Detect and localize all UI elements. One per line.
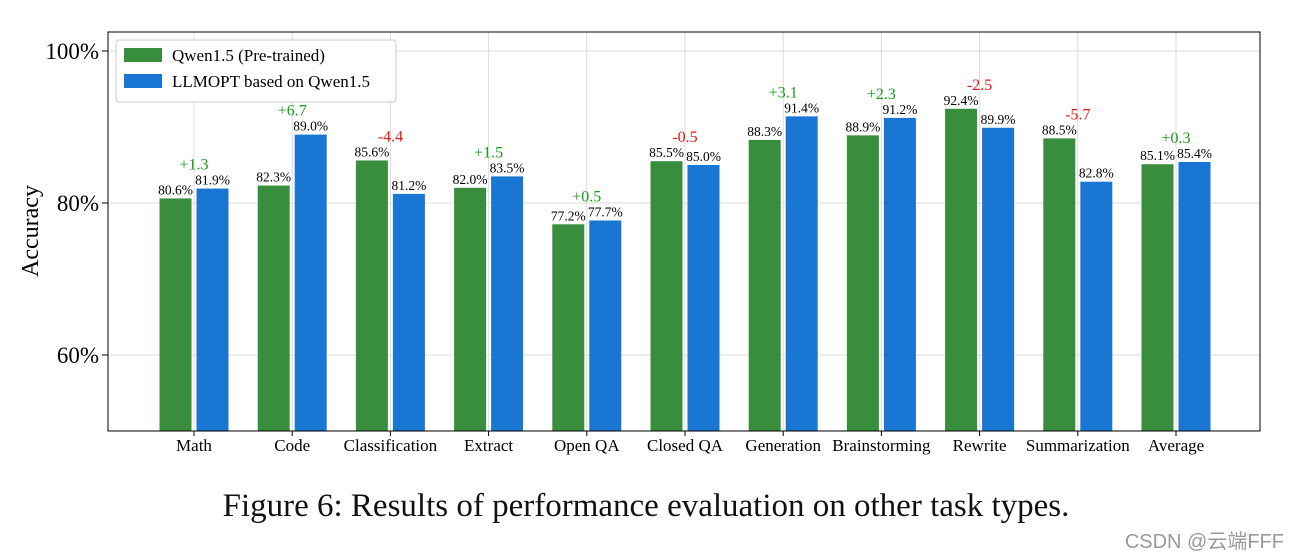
bar-llmopt — [785, 116, 818, 432]
bar-qwen — [650, 161, 683, 431]
bar-value-label: 85.6% — [354, 144, 389, 159]
bar-value-label: 82.3% — [256, 170, 291, 185]
bar-llmopt — [589, 220, 622, 431]
bar-qwen — [159, 198, 192, 431]
x-tick-label: Code — [274, 436, 310, 455]
bar-value-label: 81.9% — [195, 173, 230, 188]
legend-swatch — [124, 48, 162, 62]
bar-value-label: 88.5% — [1042, 122, 1077, 137]
bar-qwen — [1043, 138, 1076, 431]
legend-label: Qwen1.5 (Pre-trained) — [172, 46, 325, 65]
bar-value-label: 85.0% — [686, 149, 721, 164]
x-tick-label: Generation — [745, 436, 821, 455]
bar-value-label: 85.5% — [649, 145, 684, 160]
bar-value-label: 88.3% — [747, 124, 782, 139]
y-tick-label: 100% — [45, 39, 99, 64]
delta-label: +0.3 — [1161, 130, 1190, 147]
bar-value-label: 85.4% — [1177, 146, 1212, 161]
x-axis: Math Code Classification Extract Open QA Clos… — [176, 431, 1204, 455]
bar-value-label: 81.2% — [391, 178, 426, 193]
legend-swatch — [124, 74, 162, 88]
bar-llmopt — [294, 134, 327, 431]
bar-qwen — [748, 139, 781, 432]
bar-chart: 80.6%81.9% 82.3% 89.0% 85.6% 81.2% 82.0%83.5%… — [18, 31, 1261, 455]
bar-llmopt — [982, 127, 1015, 431]
bar-llmopt — [1080, 181, 1113, 431]
bar-qwen — [1141, 164, 1174, 432]
y-tick-label: 60% — [57, 343, 99, 368]
bar-value-label: 82.8% — [1079, 166, 1114, 181]
delta-labels: +1.3 +6.7 -4.4 +1.5 +0.5 -0.5 +3.1 +2.3 -2.5 -5.7… — [179, 77, 1190, 206]
figure-caption: Figure 6: Results of performance evaluat… — [222, 488, 1070, 524]
bar-value-labels: 80.6%81.9% 82.3% 89.0% 85.6% 81.2% 82.0%83.5%… — [158, 93, 1212, 224]
x-tick-label: Extract — [464, 436, 513, 455]
bar-value-label: 89.0% — [293, 119, 328, 134]
bar-qwen — [552, 224, 585, 431]
legend-box — [115, 39, 397, 103]
bar-llmopt — [883, 117, 916, 431]
x-tick-label: Brainstorming — [832, 436, 931, 455]
bar-value-label: 80.6% — [158, 182, 193, 197]
bar-value-label: 92.4% — [944, 93, 979, 108]
delta-label: +2.3 — [867, 86, 896, 103]
bar-llmopt — [687, 165, 720, 431]
bar-qwen — [846, 135, 879, 432]
x-tick-label: Closed QA — [647, 436, 724, 455]
bar-value-label: 77.7% — [588, 204, 623, 219]
delta-label: +3.1 — [769, 84, 798, 101]
x-tick-label: Classification — [344, 436, 438, 455]
x-tick-label: Average — [1148, 436, 1204, 455]
bar-value-label: 88.9% — [845, 119, 880, 134]
bar-value-label: 91.2% — [882, 102, 917, 117]
y-tick-label: 80% — [57, 191, 99, 216]
bar-qwen — [454, 187, 487, 431]
x-tick-label: Math — [176, 436, 212, 455]
x-tick-label: Open QA — [554, 436, 620, 455]
x-tick-label: Rewrite — [953, 436, 1007, 455]
bar-llmopt — [392, 193, 425, 431]
watermark: CSDN @云端FFF — [1124, 531, 1284, 553]
delta-label: +6.7 — [278, 103, 307, 120]
plot-frame — [107, 31, 1261, 432]
bar-value-label: 85.1% — [1140, 148, 1175, 163]
bar-qwen — [355, 160, 388, 431]
bar-llmopt — [196, 188, 229, 431]
bar-value-label: 77.2% — [551, 208, 586, 223]
delta-label: +1.3 — [179, 157, 208, 174]
y-axis: 60% 80% 100% — [45, 39, 108, 368]
bars — [159, 108, 1211, 432]
delta-label: +0.5 — [572, 188, 601, 205]
legend: Qwen1.5 (Pre-trained) LLMOPT based on Qwe… — [115, 39, 397, 103]
bar-value-label: 82.0% — [453, 172, 488, 187]
bar-value-label: 91.4% — [784, 100, 819, 115]
bar-qwen — [257, 185, 290, 431]
delta-label: +1.5 — [474, 144, 503, 161]
legend-label: LLMOPT based on Qwen1.5 — [172, 72, 370, 91]
bar-llmopt — [491, 176, 524, 431]
y-axis-label: Accuracy — [18, 185, 44, 277]
delta-label: -5.7 — [1065, 106, 1090, 123]
delta-label: -0.5 — [672, 129, 697, 146]
bar-value-label: 89.9% — [981, 112, 1016, 127]
delta-label: -4.4 — [378, 128, 403, 145]
delta-label: -2.5 — [967, 77, 992, 94]
bar-llmopt — [1178, 161, 1211, 431]
bar-value-label: 83.5% — [490, 160, 525, 175]
bar-qwen — [945, 108, 978, 431]
x-tick-label: Summarization — [1026, 436, 1130, 455]
